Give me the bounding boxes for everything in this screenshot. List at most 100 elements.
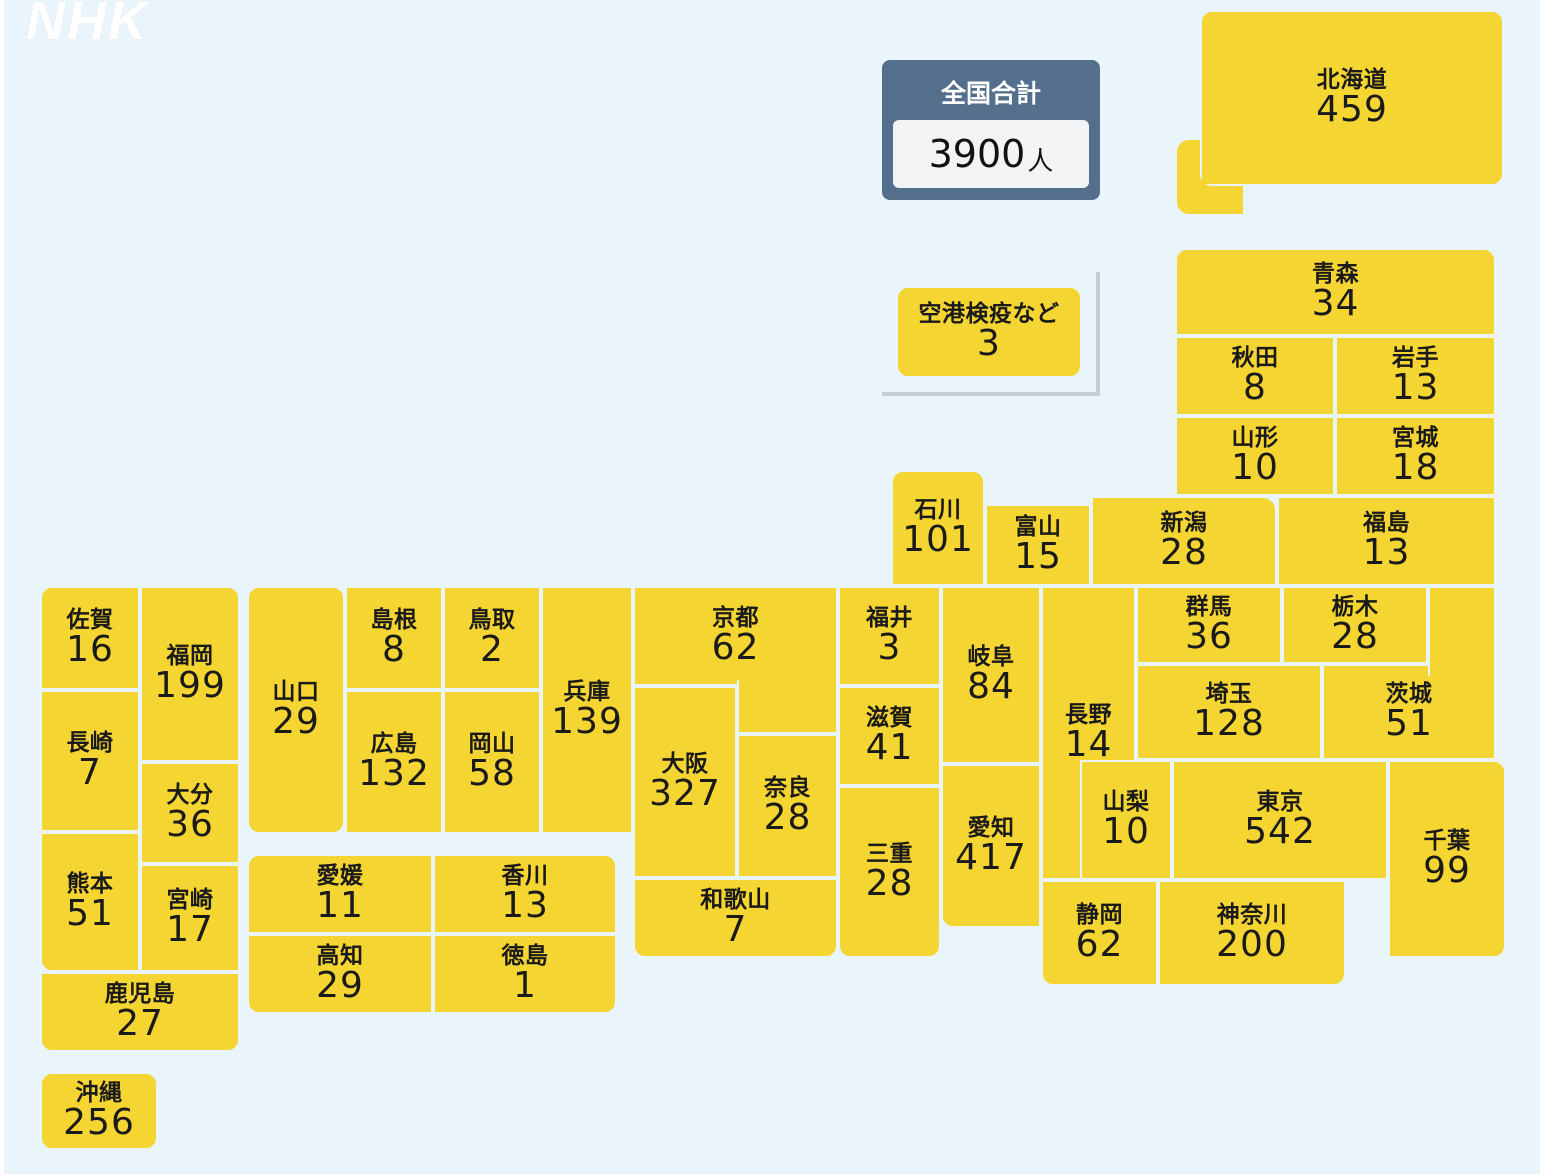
prefecture-toyama[interactable]: 富山 15 — [985, 504, 1091, 586]
prefecture-hiroshima[interactable]: 広島 132 — [345, 690, 443, 834]
prefecture-count: 417 — [955, 837, 1027, 879]
prefecture-niigata[interactable]: 新潟 28 — [1091, 496, 1277, 586]
prefecture-yamanashi[interactable]: 山梨 10 — [1080, 760, 1172, 880]
prefecture-kochi[interactable]: 高知 29 — [247, 934, 433, 1014]
prefecture-count: 8 — [1243, 367, 1267, 409]
prefecture-count: 459 — [1316, 89, 1388, 131]
prefecture-count: 41 — [865, 727, 914, 769]
prefecture-name: 宮城 — [1392, 424, 1439, 451]
prefecture-count: 10 — [1102, 811, 1150, 853]
prefecture-kagoshima[interactable]: 鹿児島 27 — [40, 972, 240, 1052]
prefecture-fukui[interactable]: 福井 3 — [838, 586, 941, 686]
prefecture-name: 富山 — [1014, 513, 1062, 540]
prefecture-name: 岩手 — [1392, 344, 1439, 371]
prefecture-chiba[interactable]: 千葉 99 — [1388, 760, 1506, 958]
prefecture-tokushima[interactable]: 徳島 1 — [433, 934, 617, 1014]
prefecture-aichi[interactable]: 愛知 417 — [941, 764, 1041, 928]
prefecture-akita[interactable]: 秋田 8 — [1175, 336, 1335, 416]
prefecture-count: 542 — [1244, 811, 1316, 853]
prefecture-osaka[interactable]: 大阪 327 — [633, 686, 737, 878]
prefecture-shiga[interactable]: 滋賀 41 — [838, 686, 941, 786]
prefecture-name: 埼玉 — [1205, 680, 1253, 707]
prefecture-name: 鹿児島 — [104, 980, 176, 1007]
prefecture-kumamoto[interactable]: 熊本 51 — [40, 832, 140, 972]
prefecture-name: 群馬 — [1185, 593, 1233, 620]
prefecture-kagawa[interactable]: 香川 13 — [433, 854, 617, 934]
prefecture-name: 奈良 — [764, 774, 811, 801]
hokkaido-lobe-join — [1202, 150, 1262, 184]
prefecture-count: 7 — [723, 909, 748, 951]
prefecture-kyoto[interactable]: 京都 62 — [633, 586, 838, 686]
prefecture-tokyo[interactable]: 東京 542 — [1172, 760, 1388, 880]
prefecture-name: 山口 — [272, 678, 320, 705]
prefecture-name: 空港検疫など — [918, 300, 1060, 327]
prefecture-name: 岡山 — [468, 730, 516, 757]
prefecture-yamaguchi[interactable]: 山口 29 — [247, 586, 345, 834]
prefecture-count: 36 — [166, 804, 214, 846]
prefecture-saitama[interactable]: 埼玉 128 — [1136, 664, 1322, 760]
prefecture-yamagata[interactable]: 山形 10 — [1175, 416, 1335, 496]
national-total-value-box: 3900 人 — [893, 120, 1089, 188]
prefecture-count: 128 — [1193, 703, 1265, 745]
prefecture-gunma[interactable]: 群馬 36 — [1136, 586, 1282, 664]
prefecture-aomori[interactable]: 青森 34 — [1175, 248, 1496, 336]
prefecture-kanagawa[interactable]: 神奈川 200 — [1158, 880, 1346, 986]
prefecture-miyagi[interactable]: 宮城 18 — [1335, 416, 1496, 496]
prefecture-name: 宮崎 — [166, 886, 214, 913]
prefecture-tochigi[interactable]: 栃木 28 — [1282, 586, 1428, 664]
prefecture-mie[interactable]: 三重 28 — [838, 786, 941, 958]
prefecture-miyazaki[interactable]: 宮崎 17 — [140, 864, 240, 972]
prefecture-count: 139 — [551, 701, 623, 743]
prefecture-shimane[interactable]: 島根 8 — [345, 586, 443, 690]
prefecture-fukushima[interactable]: 福島 13 — [1277, 496, 1496, 586]
prefecture-count: 62 — [711, 627, 760, 669]
prefecture-shizuoka[interactable]: 静岡 62 — [1041, 880, 1158, 986]
prefecture-name: 静岡 — [1076, 901, 1123, 928]
prefecture-count: 13 — [1362, 532, 1411, 574]
prefecture-ishikawa[interactable]: 石川 101 — [891, 470, 985, 586]
prefecture-count: 16 — [66, 629, 114, 671]
prefecture-saga[interactable]: 佐賀 16 — [40, 586, 140, 690]
prefecture-tottori[interactable]: 鳥取 2 — [443, 586, 541, 690]
prefecture-count: 132 — [358, 753, 430, 795]
prefecture-count: 7 — [78, 752, 102, 794]
prefecture-name: 青森 — [1312, 260, 1359, 287]
prefecture-count: 29 — [272, 701, 320, 743]
prefecture-count: 15 — [1014, 536, 1062, 578]
prefecture-ibaraki[interactable]: 茨城 51 — [1322, 664, 1496, 760]
prefecture-iwate[interactable]: 岩手 13 — [1335, 336, 1496, 416]
prefecture-nagasaki[interactable]: 長崎 7 — [40, 690, 140, 832]
prefecture-wakayama[interactable]: 和歌山 7 — [633, 878, 838, 958]
airport-frame-shadow — [882, 272, 1100, 396]
prefecture-count: 13 — [501, 885, 549, 927]
prefecture-name: 福井 — [866, 604, 913, 631]
prefecture-count: 99 — [1423, 850, 1471, 892]
prefecture-oita[interactable]: 大分 36 — [140, 762, 240, 864]
prefecture-count: 58 — [468, 753, 516, 795]
prefecture-ehime[interactable]: 愛媛 11 — [247, 854, 433, 934]
prefecture-count: 13 — [1391, 367, 1440, 409]
prefecture-count: 2 — [480, 629, 504, 671]
national-total-unit: 人 — [1027, 146, 1054, 177]
prefecture-name: 高知 — [316, 942, 364, 969]
prefecture-count: 8 — [382, 629, 406, 671]
kyoto-tail — [737, 680, 838, 734]
prefecture-fukuoka[interactable]: 福岡 199 — [140, 586, 240, 762]
prefecture-name: 島根 — [370, 606, 418, 633]
prefecture-name: 鳥取 — [468, 606, 516, 633]
national-total-value: 3900 — [928, 132, 1026, 176]
prefecture-gifu[interactable]: 岐阜 84 — [941, 586, 1041, 764]
prefecture-name: 和歌山 — [700, 886, 771, 913]
prefecture-count: 17 — [166, 909, 214, 951]
prefecture-name: 東京 — [1256, 788, 1304, 815]
airport-quarantine[interactable]: 空港検疫など 3 — [896, 286, 1082, 378]
prefecture-nara[interactable]: 奈良 28 — [737, 734, 838, 878]
prefecture-okayama[interactable]: 岡山 58 — [443, 690, 541, 834]
prefecture-name: 北海道 — [1316, 66, 1388, 93]
prefecture-hyogo[interactable]: 兵庫 139 — [541, 586, 633, 834]
prefecture-name: 山形 — [1231, 424, 1279, 451]
prefecture-count: 27 — [116, 1003, 164, 1045]
prefecture-count: 51 — [1385, 703, 1433, 745]
prefecture-name: 大分 — [166, 781, 214, 808]
prefecture-okinawa[interactable]: 沖縄 256 — [40, 1072, 158, 1150]
